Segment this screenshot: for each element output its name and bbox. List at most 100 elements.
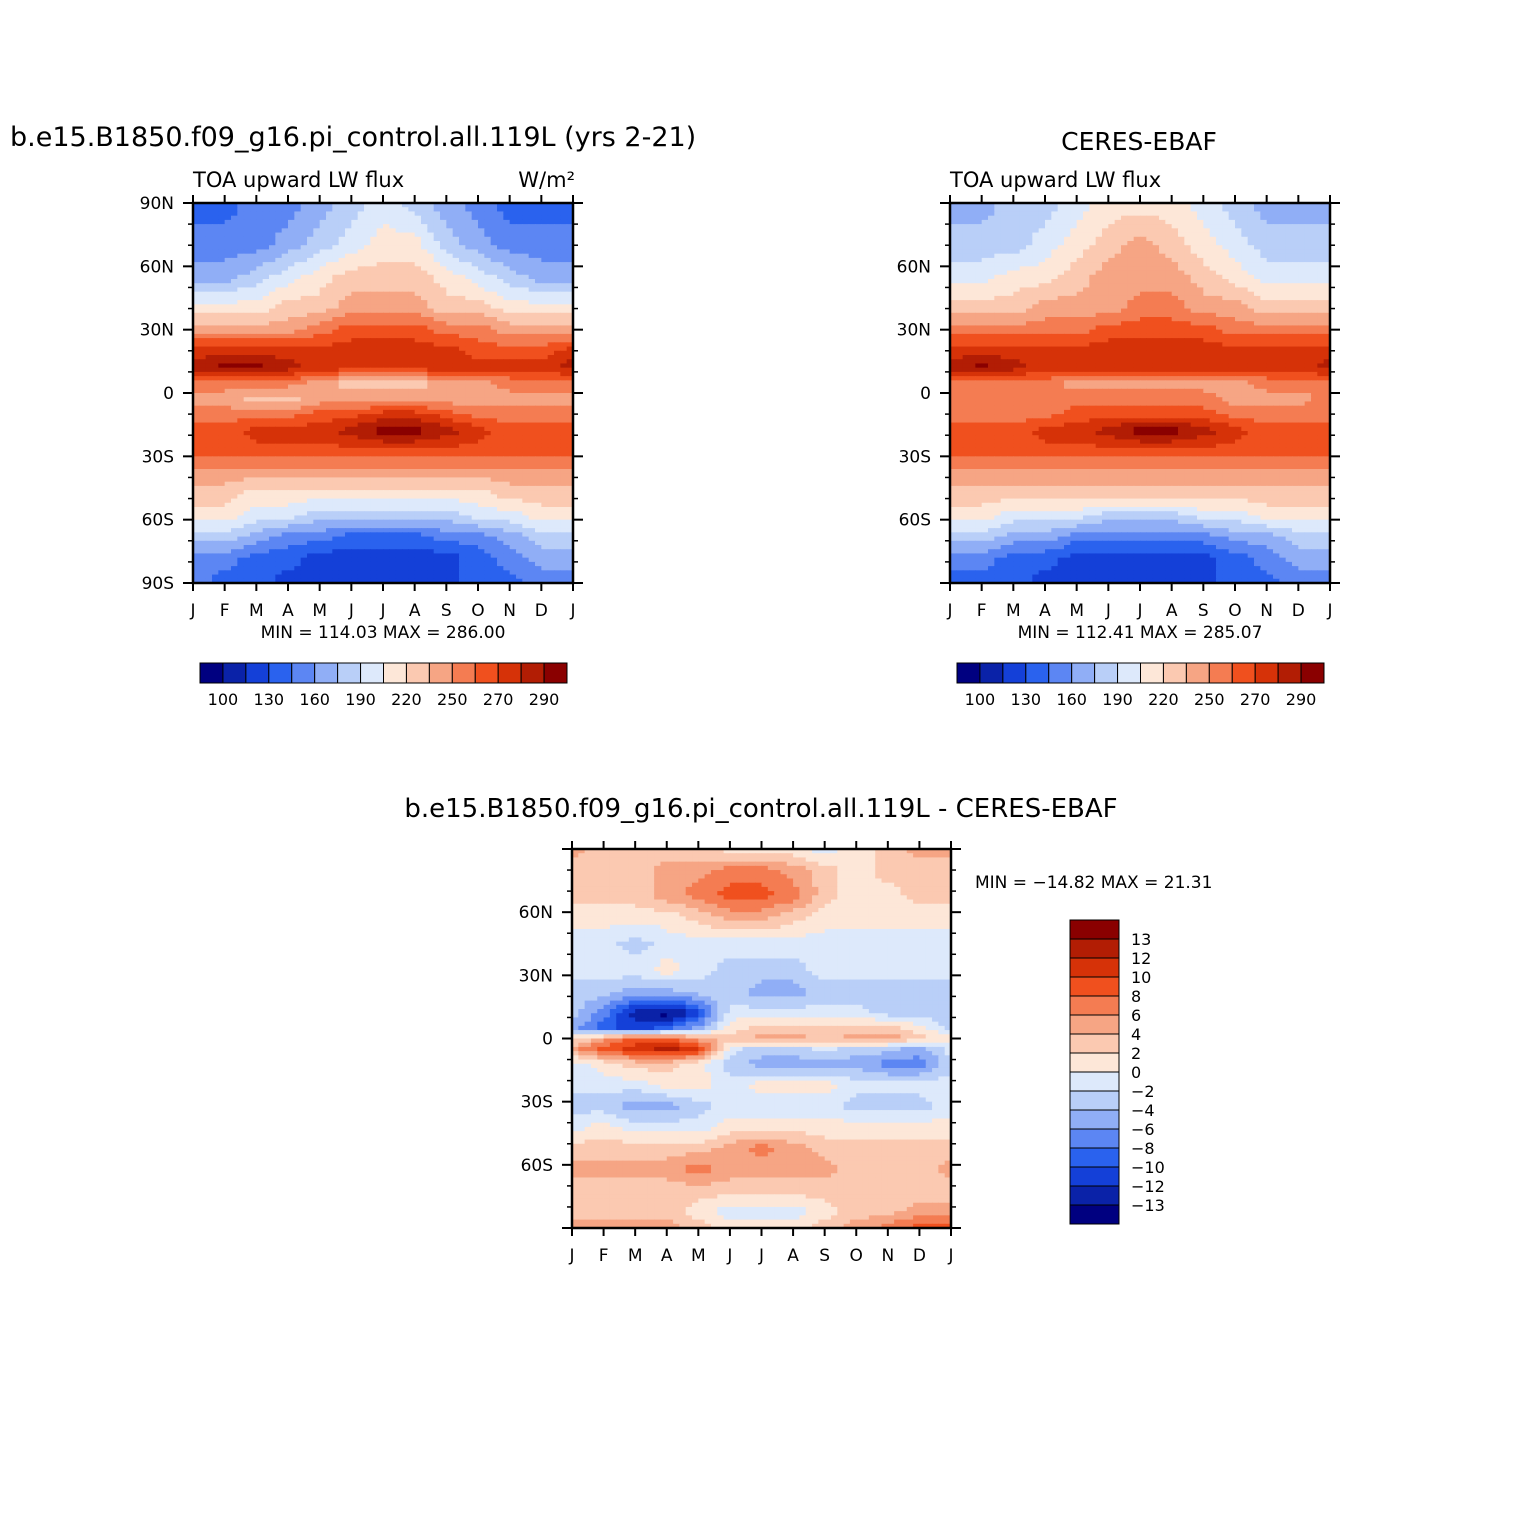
contour-cell xyxy=(490,321,498,327)
contour-cell xyxy=(440,219,447,225)
contour-cell xyxy=(313,371,321,377)
contour-cell xyxy=(319,253,327,259)
contour-cell xyxy=(294,274,302,280)
contour-cell xyxy=(281,295,289,301)
contour-cell xyxy=(224,215,232,221)
contour-cell xyxy=(535,236,542,242)
contour-cell xyxy=(478,257,485,263)
contour-cell xyxy=(541,439,549,445)
contour-cell xyxy=(364,312,371,318)
contour-cell xyxy=(408,477,416,483)
contour-cell xyxy=(535,253,542,259)
contour-cell xyxy=(275,346,283,352)
contour-cell xyxy=(262,422,270,428)
contour-cell xyxy=(262,241,270,246)
contour-cell xyxy=(281,397,289,403)
contour-cell xyxy=(313,312,321,318)
contour-cell xyxy=(294,452,302,457)
contour-cell xyxy=(364,355,371,360)
contour-cell xyxy=(509,245,517,251)
contour-cell xyxy=(275,325,283,331)
contour-cell xyxy=(465,443,473,449)
contour-cell xyxy=(516,304,523,310)
contour-cell xyxy=(427,439,435,445)
contour-cell xyxy=(357,279,365,284)
contour-cell xyxy=(421,329,428,335)
contour-cell xyxy=(332,422,340,428)
contour-cell xyxy=(212,393,219,398)
contour-cell xyxy=(294,540,302,546)
contour-cell xyxy=(193,371,200,377)
contour-cell xyxy=(509,435,517,441)
contour-cell xyxy=(465,532,473,538)
contour-cell xyxy=(193,409,200,415)
contour-cell xyxy=(307,249,314,255)
contour-cell xyxy=(427,317,435,322)
contour-cell xyxy=(547,312,555,318)
contour-cell xyxy=(326,211,333,217)
contour-cell xyxy=(205,215,213,221)
contour-cell xyxy=(465,498,473,504)
contour-cell xyxy=(281,371,289,377)
contour-cell xyxy=(357,304,365,310)
contour-cell xyxy=(281,435,289,441)
contour-cell xyxy=(326,494,333,500)
contour-cell xyxy=(554,325,561,331)
contour-cell xyxy=(427,536,435,542)
contour-cell xyxy=(433,523,441,529)
contour-cell xyxy=(231,317,238,322)
contour-cell xyxy=(535,523,542,529)
contour-cell xyxy=(427,477,435,483)
contour-cell xyxy=(332,321,340,327)
contour-cell xyxy=(224,304,232,310)
contour-cell xyxy=(193,511,200,517)
contour-cell xyxy=(288,447,295,453)
contour-cell xyxy=(471,346,479,352)
contour-cell xyxy=(408,481,416,487)
contour-cell xyxy=(205,219,213,225)
contour-cell xyxy=(364,211,371,217)
contour-cell xyxy=(231,279,238,284)
contour-cell xyxy=(471,490,479,495)
contour-cell xyxy=(212,249,219,255)
contour-cell xyxy=(212,300,219,305)
contour-cell xyxy=(541,494,549,500)
contour-cell xyxy=(560,485,568,491)
contour-cell xyxy=(313,215,321,221)
contour-cell xyxy=(554,485,561,491)
contour-cell xyxy=(319,473,327,479)
contour-cell xyxy=(421,380,428,386)
contour-cell xyxy=(193,274,200,280)
contour-cell xyxy=(326,228,333,234)
contour-cell xyxy=(281,279,289,284)
contour-cell xyxy=(275,536,283,542)
contour-cell xyxy=(503,426,511,432)
contour-cell xyxy=(484,464,492,470)
contour-cell xyxy=(497,498,504,504)
contour-cell xyxy=(395,342,403,348)
contour-cell xyxy=(224,367,232,373)
contour-cell xyxy=(256,409,264,415)
contour-cell xyxy=(307,435,314,441)
contour-cell xyxy=(554,338,561,343)
contour-cell xyxy=(560,447,568,453)
contour-cell xyxy=(288,435,295,441)
contour-cell xyxy=(383,342,390,348)
contour-cell xyxy=(478,519,485,525)
contour-cell xyxy=(528,540,536,546)
contour-cell xyxy=(560,409,568,415)
contour-cell xyxy=(421,460,428,466)
contour-cell xyxy=(433,274,441,280)
contour-cell xyxy=(370,477,378,483)
contour-cell xyxy=(275,426,283,432)
contour-cell xyxy=(345,215,352,221)
contour-cell xyxy=(503,431,511,436)
contour-cell xyxy=(522,338,530,343)
contour-cell xyxy=(471,469,479,474)
contour-cell xyxy=(383,388,390,394)
contour-cell xyxy=(522,287,530,293)
contour-cell xyxy=(497,447,504,453)
contour-cell xyxy=(376,236,384,242)
contour-cell xyxy=(446,253,454,259)
contour-cell xyxy=(205,511,213,517)
